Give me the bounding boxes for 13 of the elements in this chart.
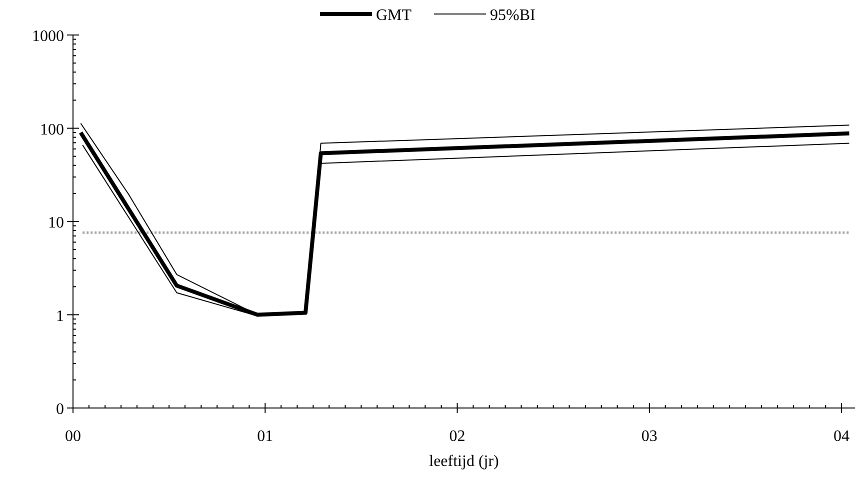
y-tick-label: 10 — [48, 214, 64, 232]
x-tick-label: 01 — [257, 428, 274, 445]
x-axis-title: leeftijd (jr) — [429, 453, 499, 470]
y-tick-label: 1 — [56, 308, 64, 325]
y-tick-label: 100 — [40, 121, 64, 138]
x-tick-label: 00 — [65, 428, 81, 445]
legend-label: 95%BI — [490, 7, 536, 24]
x-tick-label: 02 — [449, 428, 466, 445]
y-tick-label: 1000 — [32, 28, 64, 45]
x-tick-label: 03 — [641, 428, 658, 445]
legend-label: GMT — [376, 7, 412, 24]
y-tick-label: 0 — [56, 401, 64, 418]
x-tick-label: 04 — [834, 428, 850, 445]
